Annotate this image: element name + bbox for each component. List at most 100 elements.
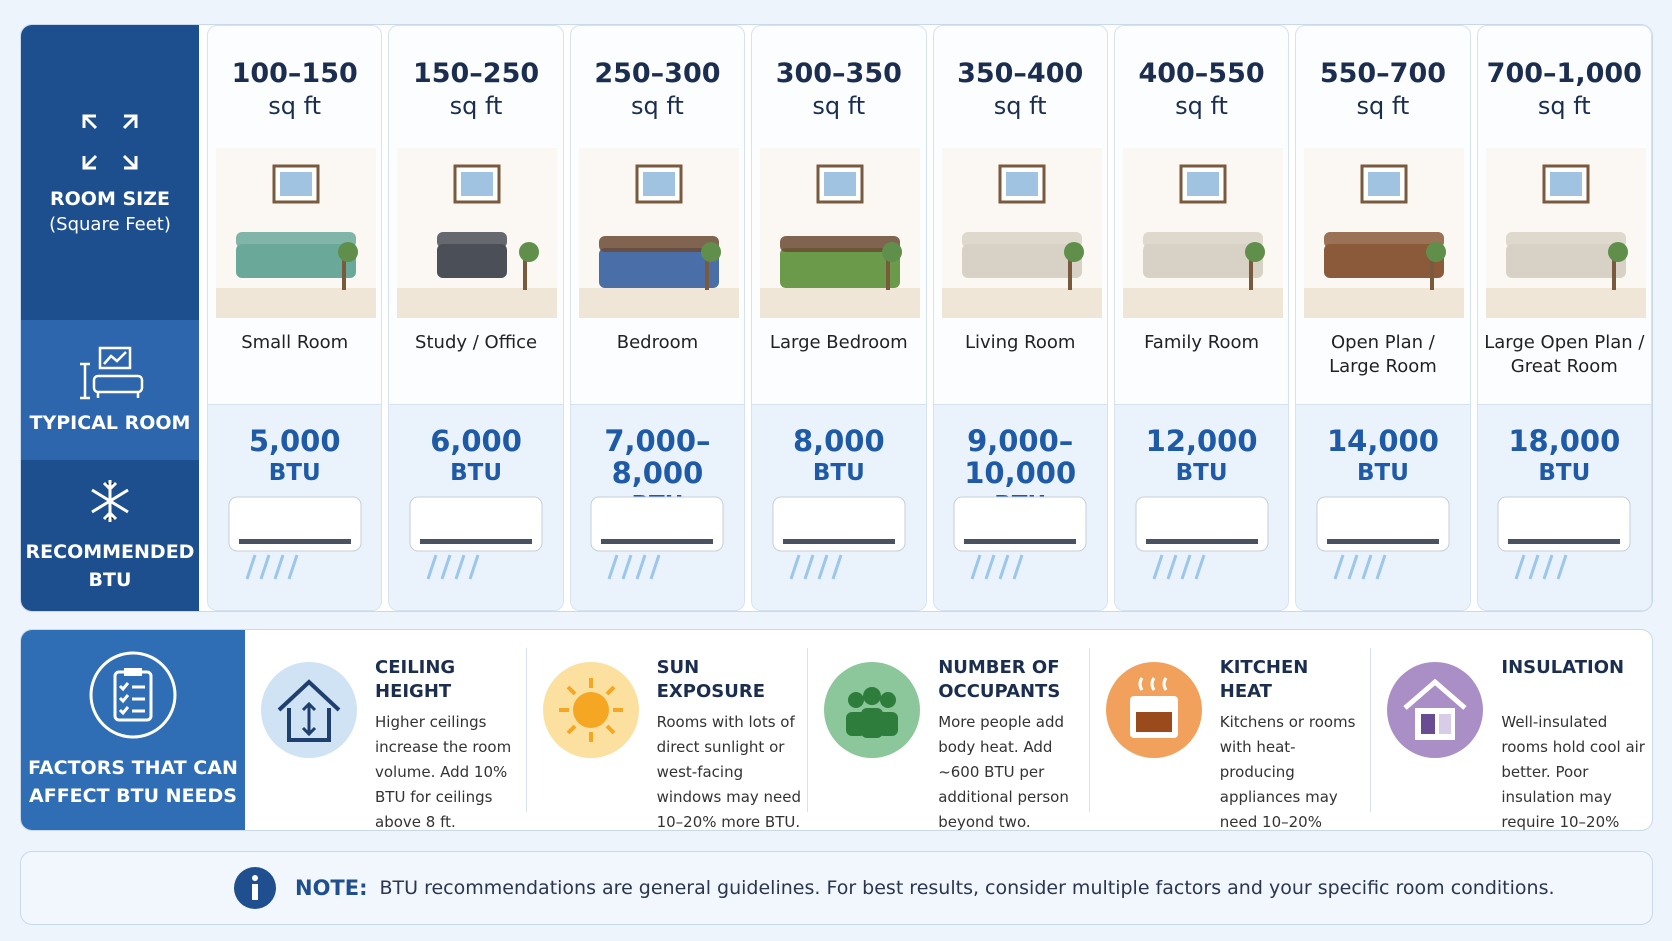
btu: 12,000 BTU: [1115, 425, 1288, 489]
btu-cell: 18,000 BTU: [1477, 404, 1651, 610]
note-text: BTU recommendations are general guidelin…: [379, 877, 1555, 899]
room-name-line: Large Open Plan /: [1484, 332, 1645, 353]
ac-illustration: [953, 496, 1087, 580]
ac-unit: [225, 495, 365, 589]
factor-text: Higher ceilings increase the room volume…: [375, 713, 512, 831]
btu-cell: 8,000 BTU: [752, 404, 926, 610]
columns: 100–150 sq ft Small Room 5,000 BTU 150–250 s…: [207, 25, 1652, 611]
btu-unit: BTU: [450, 460, 503, 486]
ac-unit: [406, 495, 546, 589]
factor-text: More people add body heat. Add ~600 BTU …: [938, 713, 1069, 831]
room-name-line: Open Plan /: [1330, 332, 1435, 353]
size-range: 150–250 sq ft: [389, 58, 562, 122]
ac-illustration: [590, 496, 724, 580]
room-name: Study / Office: [389, 331, 562, 355]
room-name-line: Bedroom: [616, 332, 699, 353]
sidebar: ROOM SIZE (Square Feet) TYPICAL ROOM REC…: [21, 25, 199, 611]
column: 700–1,000 sq ft Large Open Plan / Great Ro…: [1476, 25, 1652, 611]
btu-value: 9,000–10,000: [964, 424, 1077, 490]
size-range: 100–150 sq ft: [208, 58, 381, 122]
btu: 6,000 BTU: [389, 425, 562, 489]
room-illustration: [397, 148, 558, 318]
note: NOTE: BTU recommendations are general gu…: [20, 851, 1653, 925]
btu-unit: BTU: [1175, 460, 1228, 486]
factors-panel: FACTORS THAT CAN AFFECT BTU NEEDS CEILIN…: [20, 629, 1653, 831]
room-name: Open Plan / Large Room: [1296, 331, 1469, 379]
ac-illustration: [228, 496, 362, 580]
label-line: AFFECT BTU NEEDS: [29, 785, 237, 807]
room-illustration: [1485, 148, 1646, 318]
room-image: [941, 148, 1102, 318]
room-name: Small Room: [208, 331, 381, 355]
room-name-line: Small Room: [241, 332, 349, 353]
label-line: FACTORS THAT CAN: [28, 757, 238, 779]
btu: 18,000 BTU: [1478, 425, 1651, 489]
btu-unit: BTU: [1538, 460, 1591, 486]
room-name: Family Room: [1115, 331, 1288, 355]
factor-title: NUMBER OF OCCUPANTS: [938, 657, 1061, 702]
typical-room-header: TYPICAL ROOM: [21, 320, 199, 460]
room-illustration: [216, 148, 376, 318]
column: 550–700 sq ft Open Plan / Large Room 14,000…: [1295, 25, 1471, 611]
size-value: 150–250: [412, 58, 540, 89]
room-name: Large Open Plan / Great Room: [1478, 331, 1651, 379]
size-unit: sq ft: [1356, 92, 1410, 120]
room-name: Living Room: [934, 331, 1107, 355]
room-illustration: [941, 148, 1102, 318]
size-unit: sq ft: [1537, 92, 1591, 120]
sofa-icon: [80, 346, 144, 400]
label: RECOMMENDED BTU: [26, 538, 195, 594]
ac-illustration: [1316, 496, 1450, 580]
btu-value: 12,000: [1145, 424, 1258, 458]
factor-text: Well-insulated rooms hold cool air bette…: [1501, 713, 1645, 831]
label-line: BTU: [88, 568, 132, 591]
ac-unit: [950, 495, 1090, 589]
size-unit: sq ft: [1175, 92, 1228, 120]
btu-value: 8,000: [792, 424, 885, 458]
size-value: 400–550: [1138, 58, 1265, 89]
ac-illustration: [1497, 496, 1631, 580]
room-image: [216, 148, 376, 318]
room-image: [397, 148, 558, 318]
size-unit: sq ft: [993, 92, 1047, 120]
room-name-line: Large Room: [1329, 356, 1437, 377]
size-unit: sq ft: [268, 92, 322, 120]
btu-value: 7,000–8,000: [604, 424, 711, 490]
size-value: 350–400: [957, 58, 1084, 89]
size-unit: sq ft: [812, 92, 866, 120]
size-value: 700–1,000: [1486, 58, 1642, 89]
column: 100–150 sq ft Small Room 5,000 BTU: [207, 25, 383, 611]
room-image: [1485, 148, 1646, 318]
btu-value: 5,000: [248, 424, 341, 458]
size-range: 550–700 sq ft: [1296, 58, 1469, 122]
expand-icon: [82, 114, 138, 170]
label-line: RECOMMENDED: [25, 540, 195, 563]
btu-unit: BTU: [1356, 460, 1409, 486]
size-range: 250–300 sq ft: [571, 58, 744, 122]
column: 400–550 sq ft Family Room 12,000 BTU: [1113, 25, 1290, 611]
size-value: 100–150: [231, 58, 358, 89]
label: TYPICAL ROOM: [29, 412, 191, 434]
label: (Square Feet): [49, 214, 171, 235]
btu-value: 6,000: [430, 424, 522, 458]
btu: 14,000 BTU: [1296, 425, 1469, 489]
factor-title: SUN EXPOSURE: [656, 657, 765, 702]
info-icon: [234, 867, 276, 909]
size-value: 250–300: [594, 58, 721, 89]
room-name-line: Large Bedroom: [769, 332, 908, 353]
room-name-line: Living Room: [964, 332, 1076, 353]
factor-title: INSULATION: [1501, 657, 1625, 678]
ac-illustration: [772, 496, 906, 580]
ac-unit: [1494, 495, 1634, 589]
snowflake-icon: [91, 479, 129, 522]
column: 150–250 sq ft Study / Office 6,000 BTU: [388, 25, 564, 611]
btu-table: ROOM SIZE (Square Feet) TYPICAL ROOM REC…: [20, 24, 1653, 612]
factor-icon: [261, 662, 357, 758]
btu-value: 18,000: [1508, 424, 1621, 458]
size-unit: sq ft: [449, 92, 503, 120]
factor-icon: [1387, 662, 1484, 758]
